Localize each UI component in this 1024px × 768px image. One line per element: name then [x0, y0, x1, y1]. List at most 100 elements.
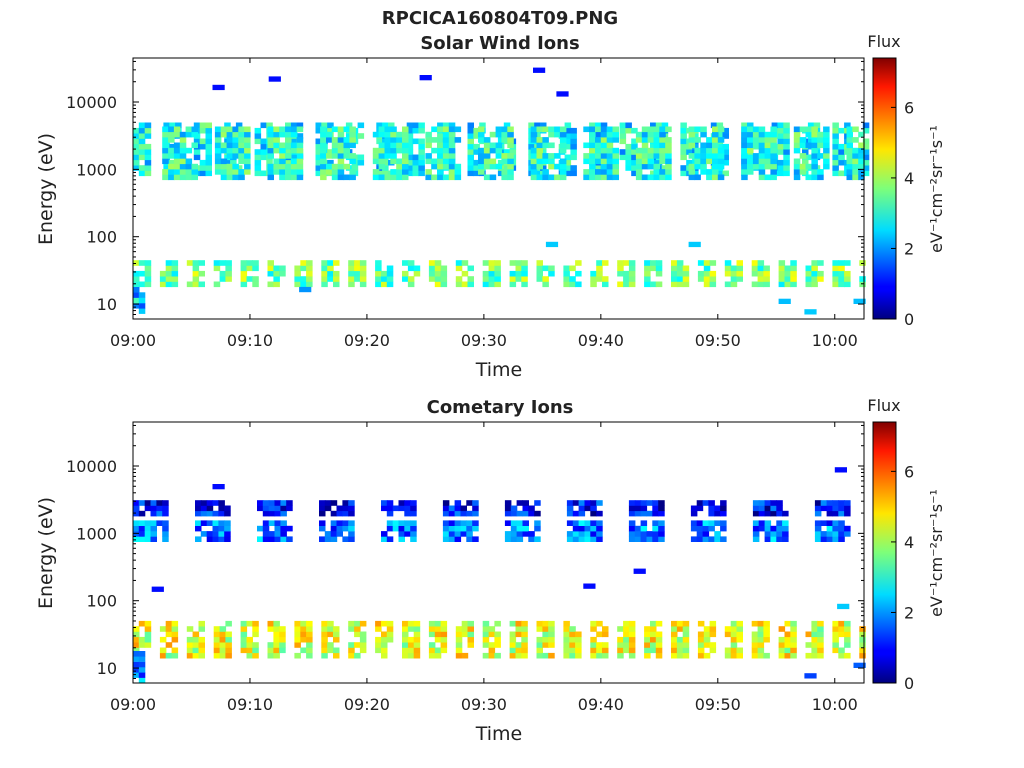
heatmap-cell [784, 642, 791, 648]
heatmap-cell [826, 510, 834, 517]
heatmap-cell [676, 642, 684, 648]
heatmap-cell [509, 647, 517, 654]
heatmap-cell [238, 142, 245, 149]
heatmap-cell [811, 647, 818, 654]
panel-title: Cometary Ions [427, 397, 574, 418]
heatmap-cell [267, 163, 274, 170]
heatmap-cell [584, 520, 591, 526]
heatmap-cell [634, 500, 642, 506]
heatmap-cell [653, 147, 660, 154]
heatmap-cell [306, 281, 313, 288]
heatmap-cell [832, 500, 839, 506]
heatmap-cell [730, 276, 738, 282]
heatmap-cell [375, 270, 382, 277]
heatmap-cell [633, 568, 646, 574]
heatmap-cell [528, 536, 535, 542]
heatmap-cell [482, 270, 490, 277]
heatmap-cell [653, 126, 660, 133]
heatmap-cell [770, 153, 777, 159]
heatmap-cell [625, 122, 632, 129]
heatmap-cell [832, 525, 839, 532]
heatmap-cell [584, 531, 591, 537]
heatmap-cell [192, 281, 200, 288]
heatmap-cell [503, 122, 511, 129]
heatmap-cell [442, 142, 450, 149]
heatmap-cell [652, 510, 659, 517]
heatmap-cell [778, 276, 786, 282]
heatmap-cell [467, 122, 474, 129]
heatmap-cell [504, 500, 512, 506]
heatmap-cell [454, 520, 462, 526]
heatmap-cell [406, 138, 414, 145]
heatmap-cell [680, 122, 687, 129]
heatmap-cell [162, 137, 169, 143]
colorbar-title: Flux [867, 32, 900, 51]
heatmap-cell [193, 154, 201, 161]
heatmap-cell [832, 647, 839, 654]
heatmap-cell [138, 308, 146, 314]
heatmap-cell [817, 276, 824, 282]
heatmap-cell [220, 147, 228, 154]
heatmap-cell [623, 281, 630, 288]
heatmap-cell [653, 163, 660, 170]
heatmap-cell [647, 147, 655, 154]
heatmap-cell [285, 142, 292, 149]
heatmap-cell [212, 484, 225, 490]
heatmap-cell [162, 505, 169, 512]
heatmap-cell [832, 626, 839, 632]
heatmap-cell [440, 636, 448, 643]
heatmap-cell [658, 531, 665, 537]
heatmap-cell [631, 165, 638, 171]
heatmap-cell [583, 158, 590, 165]
heatmap-cell [381, 642, 388, 648]
heatmap-cell [540, 165, 547, 171]
heatmap-cell [712, 169, 719, 175]
heatmap-cell [542, 126, 549, 133]
heatmap-cell [764, 510, 772, 517]
heatmap-cell [133, 133, 140, 139]
heatmap-cell [807, 138, 815, 145]
heatmap-cell [240, 265, 248, 272]
heatmap-cell [467, 620, 474, 627]
y-tick-label: 10000 [66, 93, 117, 112]
heatmap-cell [832, 138, 839, 145]
heatmap-cell [315, 149, 322, 155]
heatmap-cell [619, 133, 627, 139]
heatmap-cell [320, 158, 327, 165]
heatmap-cell [454, 137, 462, 143]
heatmap-cell [407, 642, 415, 648]
heatmap-cell [602, 281, 609, 288]
heatmap-cell [602, 276, 609, 282]
heatmap-cell [559, 147, 567, 154]
heatmap-cell [590, 531, 597, 537]
heatmap-cell [273, 131, 280, 138]
heatmap-cell [676, 652, 684, 659]
heatmap-cell [635, 174, 643, 181]
heatmap-cell [536, 163, 543, 170]
heatmap-cell [337, 137, 345, 143]
heatmap-cell [758, 505, 766, 512]
heatmap-cell [472, 510, 479, 517]
heatmap-cell [226, 163, 234, 170]
heatmap-cell [661, 122, 669, 129]
heatmap-cell [321, 647, 328, 654]
x-tick-label: 10:00 [812, 331, 858, 350]
heatmap-cell [559, 131, 567, 138]
heatmap-cell [862, 170, 870, 177]
heatmap-cell [694, 158, 701, 165]
heatmap-cell [144, 631, 152, 638]
heatmap-cell [434, 647, 442, 654]
heatmap-cell [635, 158, 643, 165]
heatmap-cell [333, 647, 340, 654]
heatmap-cell [686, 149, 693, 155]
heatmap-cell [294, 270, 301, 277]
heatmap-cell [144, 642, 152, 648]
heatmap-cell [770, 163, 777, 170]
heatmap-cell [448, 147, 456, 154]
heatmap-cell [381, 652, 388, 659]
heatmap-cell [179, 163, 187, 170]
heatmap-cell [442, 131, 450, 138]
heatmap-cell [703, 636, 711, 643]
heatmap-cell [606, 131, 614, 138]
heatmap-cell [144, 620, 152, 627]
